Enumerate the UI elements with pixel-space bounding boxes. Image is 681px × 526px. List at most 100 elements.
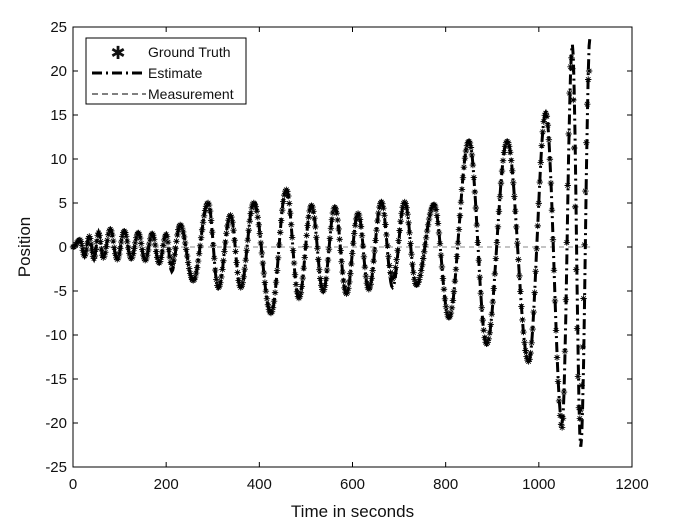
ground-truth-point [279, 206, 286, 214]
ground-truth-point [551, 297, 559, 305]
ground-truth-point [293, 288, 301, 296]
ground-truth-point [116, 250, 123, 258]
ground-truth-point [152, 248, 160, 255]
ground-truth-point [474, 239, 482, 246]
ground-truth-point [248, 204, 255, 212]
ground-truth-point [281, 191, 288, 199]
ground-truth-point [485, 335, 492, 343]
ground-truth-point [572, 266, 580, 273]
ground-truth-point [78, 242, 86, 249]
ground-truth-point [180, 233, 188, 241]
ground-truth-point [475, 256, 482, 264]
ground-truth-point [82, 250, 89, 258]
ground-truth-point [258, 249, 266, 257]
ground-truth-point [84, 239, 91, 247]
ground-truth-point [83, 245, 90, 253]
ground-truth-point [564, 182, 571, 189]
ground-truth-point [317, 275, 324, 282]
ground-truth-point [221, 248, 228, 255]
ground-truth-point [151, 241, 159, 249]
ground-truth-point [242, 257, 249, 264]
ground-truth-point [384, 242, 391, 250]
ground-truth-point [552, 327, 560, 334]
y-tick-label: 0 [59, 239, 67, 256]
ground-truth-point [220, 257, 227, 264]
ground-truth-point [518, 303, 525, 310]
ground-truth-point [351, 222, 359, 229]
legend-entry-estimate: Estimate [92, 65, 203, 81]
ground-truth-point [509, 167, 516, 174]
ground-truth-point [358, 232, 366, 239]
ground-truth-point [182, 246, 190, 253]
ground-truth-point [573, 325, 581, 332]
ground-truth-point [441, 295, 449, 302]
ground-truth-point [125, 244, 132, 252]
ground-truth-point [186, 270, 194, 277]
ground-truth-point [404, 211, 411, 218]
ground-truth-point [422, 234, 430, 242]
ground-truth-point [390, 274, 397, 281]
x-tick-label: 800 [433, 476, 458, 493]
ground-truth-point [336, 236, 343, 243]
ground-truth-point [507, 149, 514, 156]
ground-truth-point [302, 243, 309, 250]
ground-truth-point [565, 130, 572, 138]
ground-truth-point [457, 199, 465, 206]
ground-truth-point [297, 289, 305, 296]
ground-truth-point [170, 256, 177, 264]
ground-truth-point [568, 54, 575, 61]
ground-truth-point [321, 282, 329, 289]
ground-truth-point [525, 358, 532, 365]
ground-truth-point [118, 238, 125, 246]
ground-truth-point [424, 221, 432, 228]
asterisk-marker-icon: ✱ [110, 43, 125, 63]
ground-truth-point [344, 289, 351, 296]
ground-truth-point [519, 316, 526, 324]
ground-truth-point [173, 238, 180, 245]
ground-truth-point [77, 238, 85, 245]
ground-truth-point [144, 246, 152, 254]
ground-truth-point [489, 298, 497, 306]
ground-truth-point [514, 239, 521, 247]
ground-truth-point [574, 373, 582, 380]
ground-truth-point [480, 327, 487, 334]
ground-truth-point [462, 147, 470, 155]
ground-truth-point [184, 259, 192, 266]
ground-truth-point [512, 208, 519, 215]
ground-truth-point [581, 241, 588, 248]
ground-truth-point [123, 233, 130, 240]
ground-truth-point [143, 255, 150, 263]
ground-truth-point [306, 207, 313, 215]
ground-truth-point [571, 144, 578, 152]
ground-truth-point [87, 235, 94, 242]
ground-truth-point [357, 223, 365, 230]
ground-truth-point [396, 227, 403, 234]
ground-truth-point [341, 284, 348, 292]
ground-truth-point [469, 161, 477, 169]
ground-truth-point [117, 245, 124, 252]
ground-truth-point [467, 144, 475, 151]
ground-truth-point [93, 238, 100, 245]
ground-truth-point [335, 225, 342, 233]
ground-truth-point [550, 267, 558, 274]
ground-truth-point [313, 234, 320, 241]
ground-truth-point [371, 247, 378, 255]
legend-label-estimate: Estimate [148, 65, 203, 81]
ground-truth-point [197, 234, 205, 241]
ground-truth-point [382, 221, 389, 228]
ground-truth-point [109, 231, 116, 239]
ground-truth-point [200, 212, 208, 220]
ground-truth-point [311, 214, 318, 222]
ground-truth-point [98, 245, 105, 253]
ground-truth-point [256, 230, 264, 237]
ground-truth-point [185, 265, 193, 272]
ground-truth-point [268, 308, 276, 315]
ground-truth-point [320, 286, 328, 293]
ground-truth-point [459, 174, 467, 181]
ground-truth-point [254, 214, 261, 221]
ground-truth-point [508, 157, 515, 164]
ground-truth-point [310, 208, 317, 215]
ground-truth-point [415, 279, 422, 286]
ground-truth-point [245, 227, 252, 234]
ground-truth-point [560, 388, 568, 396]
